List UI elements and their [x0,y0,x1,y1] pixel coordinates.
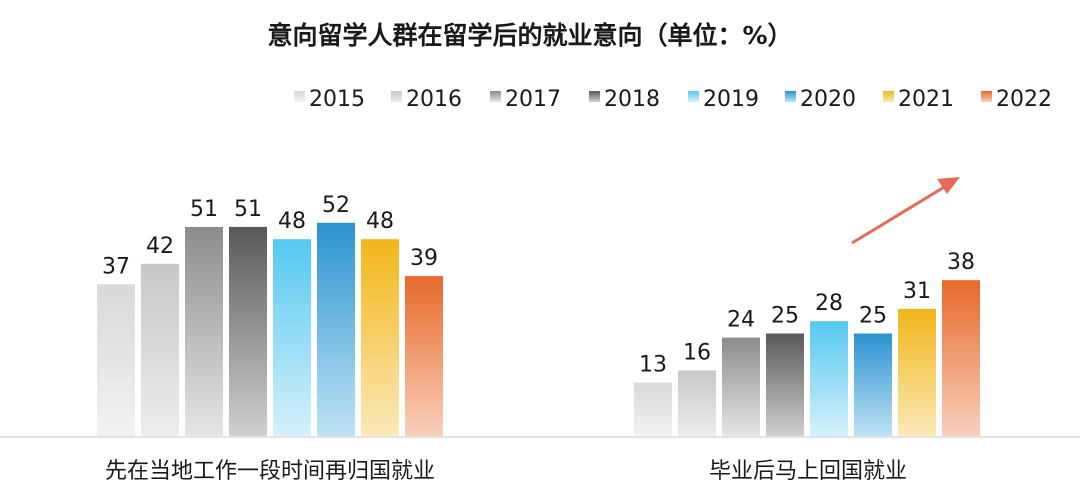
value-label-2018-cat0: 51 [234,197,262,222]
legend-swatch-2017 [490,91,501,102]
bars-layer [97,222,980,436]
value-label-2019-cat0: 48 [278,209,306,234]
chart-title: 意向留学人群在留学后的就业意向（单位：%） [267,21,792,50]
bar-2019-cat0 [273,239,311,436]
value-label-2022-cat1: 38 [947,250,975,275]
value-label-2021-cat1: 31 [903,279,931,304]
bar-2017-cat1 [722,337,760,436]
legend-label-2021: 2021 [898,87,954,112]
bar-2018-cat0 [229,226,267,436]
bar-2015-cat0 [97,284,135,436]
bar-2022-cat0 [405,276,443,436]
legend-swatch-2019 [688,91,699,102]
legend-label-2018: 2018 [604,87,660,112]
legend-swatch-2016 [391,91,402,102]
trend-arrowhead [937,177,960,194]
bar-2016-cat1 [678,370,716,436]
bar-2016-cat0 [141,263,179,436]
legend-label-2017: 2017 [505,87,561,112]
bar-2021-cat0 [361,239,399,436]
value-label-2019-cat1: 28 [815,291,843,316]
legend-label-2022: 2022 [996,87,1052,112]
value-label-2020-cat0: 52 [322,193,350,218]
value-label-2022-cat0: 39 [410,246,438,271]
legend-label-2019: 2019 [703,87,759,112]
category-labels-layer: 先在当地工作一段时间再归国就业 毕业后马上回国就业 [105,459,907,484]
legend-label-2015: 2015 [309,87,365,112]
bar-2020-cat1 [854,333,892,436]
trend-arrow [851,184,947,245]
value-label-2015-cat1: 13 [639,353,667,378]
legend: 2015 2016 2017 2018 2019 2020 2021 2022 [294,87,1052,112]
value-label-2015-cat0: 37 [102,254,130,279]
legend-label-2016: 2016 [406,87,462,112]
category-label-0: 先在当地工作一段时间再归国就业 [105,459,435,484]
legend-swatch-2015 [294,91,305,102]
value-label-2016-cat1: 16 [683,340,711,365]
legend-swatch-2021 [883,91,894,102]
bar-2021-cat1 [898,308,936,436]
bar-2015-cat1 [634,382,672,436]
legend-swatch-2018 [589,91,600,102]
legend-label-2020: 2020 [800,87,856,112]
value-label-2017-cat0: 51 [190,197,218,222]
bar-2020-cat0 [317,222,355,436]
legend-swatch-2022 [981,91,992,102]
value-label-2018-cat1: 25 [771,304,799,329]
value-label-2020-cat1: 25 [859,304,887,329]
value-labels-layer: 37 42 51 51 48 52 48 39 13 16 24 25 28 25 31 38 [102,193,975,378]
bar-2018-cat1 [766,333,804,436]
bar-2019-cat1 [810,321,848,436]
category-label-1: 毕业后马上回国就业 [709,459,907,484]
value-label-2021-cat0: 48 [366,209,394,234]
bar-2022-cat1 [942,280,980,436]
value-label-2016-cat0: 42 [146,234,174,259]
value-label-2017-cat1: 24 [727,308,755,333]
legend-swatch-2020 [785,91,796,102]
bar-2017-cat0 [185,226,223,436]
